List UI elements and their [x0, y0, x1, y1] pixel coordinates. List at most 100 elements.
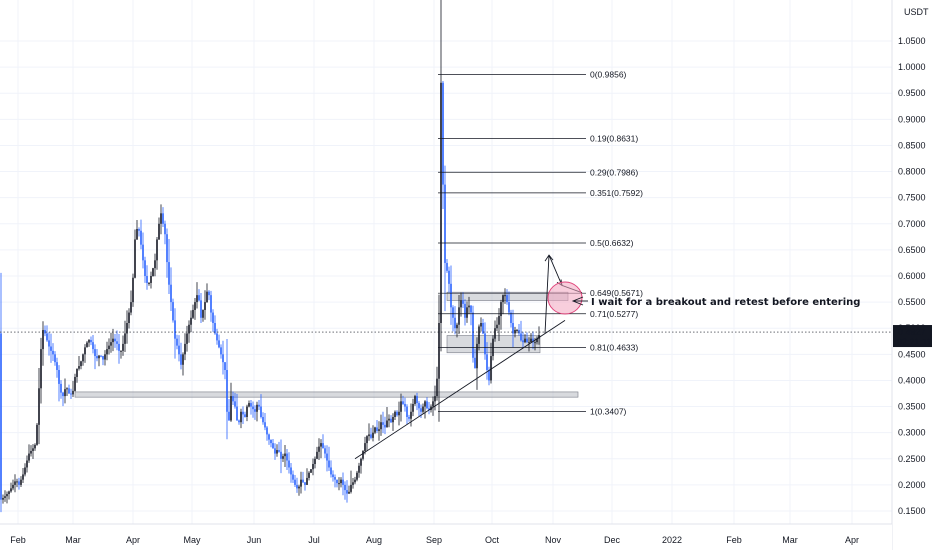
candle-body — [252, 406, 254, 410]
candle-body — [442, 82, 444, 185]
candle-body — [196, 295, 198, 303]
candle-body — [414, 396, 416, 404]
candle-body — [162, 213, 164, 224]
candle-body — [150, 276, 152, 283]
candle-body — [320, 443, 322, 447]
candle-body — [108, 345, 110, 350]
candle-body — [82, 354, 84, 362]
candle-body — [486, 354, 488, 370]
candle-body — [290, 467, 292, 475]
retest-zone-circle — [547, 281, 583, 315]
candle-body — [186, 333, 188, 344]
candle-body — [266, 427, 268, 435]
candle-body — [426, 401, 428, 409]
candle-body — [298, 486, 300, 489]
candle-body — [174, 320, 176, 339]
candle-body — [70, 393, 72, 395]
candle-body — [272, 443, 274, 449]
candle-body — [294, 479, 296, 485]
candle-body — [284, 453, 286, 457]
time-tick-label: Sep — [426, 535, 442, 545]
candle-body — [198, 295, 200, 301]
candle-body — [342, 479, 344, 485]
candle-body — [52, 350, 54, 355]
candle-body — [274, 448, 276, 454]
candle-body — [292, 474, 294, 480]
candle-body — [384, 424, 386, 428]
candle-body — [54, 354, 56, 363]
candle-body — [328, 460, 330, 468]
candle-body — [446, 262, 448, 271]
price-tick-label: 0.3500 — [898, 402, 926, 412]
price-axis-bg — [892, 0, 932, 550]
candle-body — [514, 329, 516, 334]
candle-body — [516, 329, 518, 331]
candle-body — [416, 396, 418, 404]
candle-body — [510, 312, 512, 323]
candle-body — [238, 420, 240, 423]
candle-body — [482, 323, 484, 334]
candle-body — [368, 434, 370, 437]
candle-body — [130, 302, 132, 313]
time-axis[interactable]: Feb Mar Apr May Jun Jul Aug Sep Oct Nov Dec 2022 Feb… — [0, 523, 892, 550]
candle-body — [506, 295, 508, 303]
candle-body — [336, 479, 338, 484]
candle-body — [478, 326, 480, 344]
candle-body — [408, 417, 410, 419]
candle-body — [230, 396, 232, 421]
candle-body — [502, 295, 504, 303]
candle-body — [500, 302, 502, 317]
candle-body — [444, 184, 446, 263]
time-tick-label: Nov — [545, 535, 562, 545]
candle-body — [454, 317, 456, 329]
last-price-badge-bg — [893, 325, 932, 348]
candle-body — [42, 329, 44, 350]
candle-body — [394, 411, 396, 417]
candle-body — [128, 312, 130, 323]
candle-body — [340, 479, 342, 484]
candle-body — [232, 396, 234, 402]
fib-level-label: 0.351(0.7592) — [590, 188, 643, 198]
candle-body — [172, 302, 174, 321]
candle-body — [60, 383, 62, 393]
candle-body — [436, 378, 438, 397]
time-tick-label: May — [183, 535, 201, 545]
price-tick-label: 0.6000 — [898, 271, 926, 281]
candle-body — [410, 411, 412, 419]
candle-body — [424, 401, 426, 407]
candle-body — [458, 307, 460, 325]
candle-body — [524, 338, 526, 343]
candle-body — [214, 323, 216, 334]
candle-body — [202, 309, 204, 318]
candle-body — [184, 343, 186, 355]
candle-body — [188, 324, 190, 334]
candle-body — [314, 458, 316, 464]
candle-body — [72, 390, 74, 395]
price-tick-label: 0.8000 — [898, 167, 926, 177]
candle-body — [210, 295, 212, 313]
candle-body — [200, 300, 202, 318]
candle-body — [148, 282, 150, 284]
candle-body — [64, 389, 66, 397]
candle-body — [78, 366, 80, 369]
price-axis[interactable]: 1.0500 1.0000 0.9500 0.9000 0.8500 0.8000 0.75… — [891, 0, 932, 550]
candle-body — [0, 333, 2, 500]
candle-body — [58, 370, 60, 384]
candle-body — [106, 349, 108, 355]
candle-body — [248, 403, 250, 407]
candle-body — [348, 491, 350, 494]
candle-body — [30, 450, 32, 454]
candle-body — [264, 422, 266, 428]
candle-body — [334, 477, 336, 480]
candle-body — [140, 230, 142, 245]
trend-drawings — [354, 254, 588, 460]
candle-body — [44, 329, 46, 334]
candle-body — [2, 497, 4, 500]
candle-body — [156, 239, 158, 261]
candle-body — [380, 422, 382, 430]
candle-body — [302, 479, 304, 483]
candle-body — [218, 340, 220, 348]
candle-body — [62, 392, 64, 397]
candle-body — [20, 479, 22, 485]
